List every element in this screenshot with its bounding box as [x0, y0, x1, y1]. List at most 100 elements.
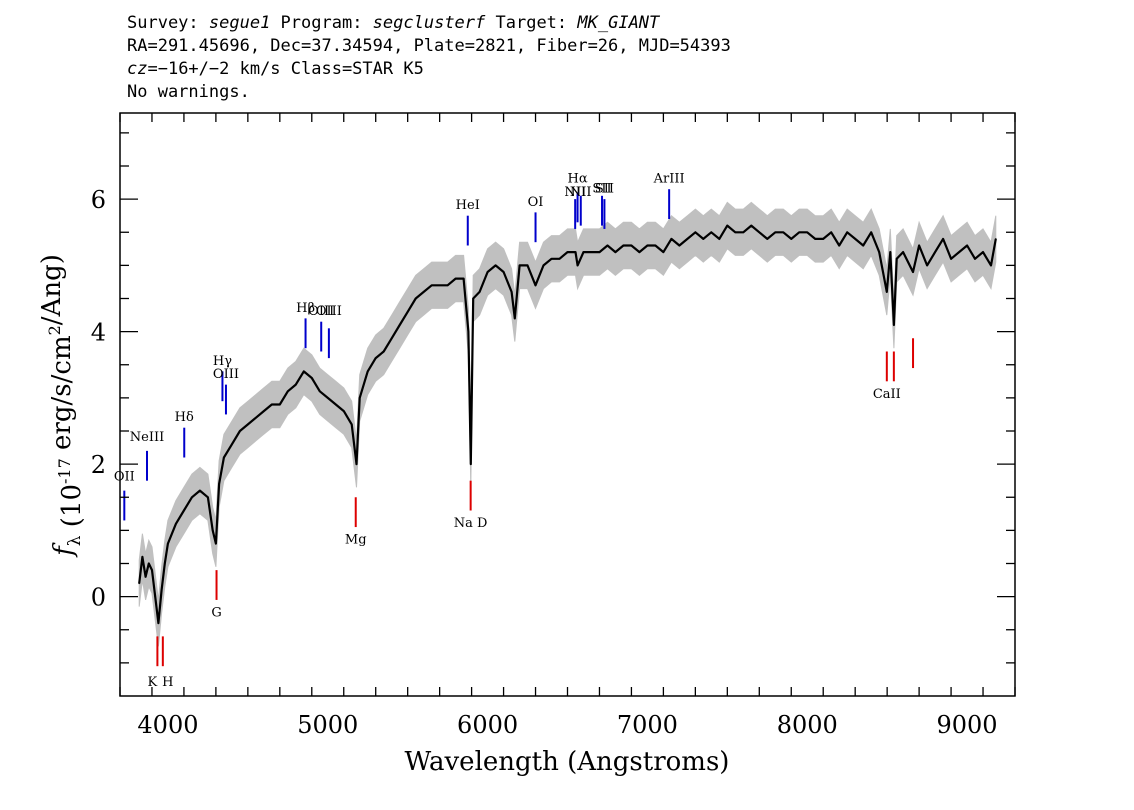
spectrum-point [342, 410, 345, 412]
spectrum-point [398, 324, 401, 326]
spectrum-point [154, 595, 156, 598]
spectrum-point [175, 522, 177, 525]
spectrum-point [138, 582, 140, 585]
spectrum-point [630, 244, 633, 247]
spectrum-point [163, 562, 166, 565]
spectrum-point [686, 238, 689, 240]
spectrum-point [870, 231, 872, 234]
header-line-coordinates: RA=291.45696, Dec=37.34594, Plate=2821, … [127, 36, 731, 56]
spectrum-point [982, 251, 984, 253]
spectrum-point [207, 496, 209, 499]
spectrum-point [183, 509, 185, 512]
survey-value: segue1 [208, 13, 271, 33]
spectrum-point [694, 231, 697, 234]
absorption-line-label: G [211, 606, 221, 621]
spectrum-point [990, 264, 992, 267]
spectrum-point [247, 423, 249, 426]
spectrum-point [534, 284, 537, 287]
spectrum-point [518, 264, 521, 267]
spectrum-point [295, 383, 297, 386]
ticks-layer: 4000 5000 6000 7000 8000 9000 0 2 4 6 [91, 113, 1016, 739]
spectrum-point [806, 231, 809, 234]
spectrum-point [462, 277, 465, 280]
spectrum-point [918, 244, 920, 247]
emission-line-label: SII [595, 182, 614, 197]
error-band [138, 201, 997, 647]
program-value: segclusterf [372, 13, 486, 33]
spectrum-point [958, 251, 960, 253]
x-axis-label: Wavelength (Angstroms) [405, 747, 730, 777]
spectrum-point [886, 291, 888, 293]
emission-line-label: OIII [316, 304, 342, 319]
absorption-line-label: CaII [873, 387, 901, 402]
spectrum-point [638, 251, 641, 253]
emission-line-label: Hγ [213, 354, 232, 369]
spectrum-point [710, 231, 713, 234]
spectrum-point [758, 231, 761, 234]
spectrum-point [223, 456, 225, 459]
spectrum-point [147, 562, 150, 565]
spectrum-point [838, 244, 840, 247]
spectrum-point [374, 357, 377, 359]
spectrum-point [995, 238, 997, 240]
spectrum-point [646, 244, 649, 247]
spectrum-point [878, 251, 880, 253]
spectrum-point [406, 310, 409, 313]
spectrum-point [750, 224, 753, 227]
emission-line-label: OII [114, 470, 135, 485]
target-label: Target: [485, 13, 578, 33]
spectrum-point [446, 284, 449, 287]
spectrum-point [467, 330, 470, 333]
x-tick-label: 8000 [777, 711, 838, 739]
spectrum-point [814, 238, 817, 240]
x-tick-label: 5000 [297, 711, 358, 739]
survey-label: Survey: [127, 13, 209, 33]
x-tick-label: 9000 [937, 711, 998, 739]
spectrum-point [598, 251, 601, 253]
emission-line-label: NeIII [130, 430, 164, 445]
spectrum-point [798, 231, 801, 234]
header-line-warnings: No warnings. [127, 82, 250, 102]
x-tick-label: 4000 [137, 711, 198, 739]
spectrum-point [513, 317, 516, 320]
spectrum-layer [138, 224, 997, 625]
spectrum-point [144, 575, 147, 578]
spectrum-point [151, 569, 153, 571]
spectrum-point [662, 251, 665, 253]
target-value: MK_GIANT [577, 13, 660, 33]
spectrum-point [774, 231, 777, 234]
spectrum-point [902, 251, 904, 253]
spectrum-point [318, 390, 321, 393]
spectrum-point [742, 231, 745, 234]
emission-line-label: OIII [213, 367, 239, 382]
spectrum-point [582, 251, 585, 253]
spectrum-point [430, 284, 433, 287]
spectrum-point [215, 542, 217, 545]
spectrum-point [678, 244, 681, 247]
y-tick-label: 0 [91, 584, 106, 612]
spectrum-point [350, 423, 353, 426]
spectrum-point [566, 251, 569, 253]
emission-line-label: Hα [568, 172, 588, 187]
spectrum-point [782, 231, 785, 234]
spectrum-point [157, 622, 160, 624]
spectrum-point [606, 244, 609, 247]
program-label: Program: [270, 13, 373, 33]
spectrum-point [822, 238, 825, 240]
error-band-layer [138, 201, 997, 647]
spectrum-point [502, 271, 505, 273]
spectrum-point [510, 291, 513, 293]
spectrum-point [889, 251, 892, 253]
emission-line-label: Hδ [175, 410, 194, 425]
spectrum-point [558, 257, 561, 260]
y-axis-label: fλ (10-17 erg/s/cm2/Ang) [37, 254, 87, 558]
spectrum-point [790, 238, 793, 240]
emission-line-label: Hβ [296, 301, 315, 316]
spectrum-point [478, 291, 481, 293]
emission-line-label: ArIII [653, 172, 685, 187]
spectrum-point [472, 297, 475, 300]
spectrum-point [263, 410, 265, 412]
emission-line-label: SII [592, 182, 611, 197]
spectrum-point [358, 397, 361, 399]
